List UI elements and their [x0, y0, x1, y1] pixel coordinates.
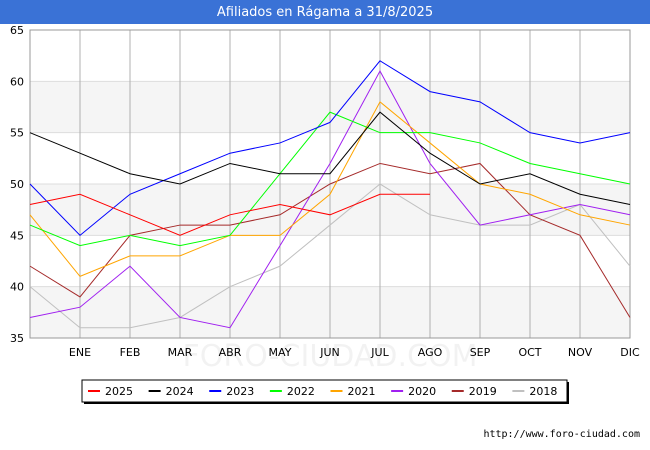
watermark: FORO-CIUDAD.COM: [183, 339, 478, 374]
legend-label-2019: 2019: [469, 385, 497, 398]
x-tick-label: ENE: [69, 346, 91, 359]
legend-label-2018: 2018: [529, 385, 557, 398]
y-tick-label: 40: [10, 281, 24, 294]
x-axis-ticks: ENE FEB MAR ABR MAY JUN JUL AGO SEP OCT NOV DIC: [69, 346, 640, 359]
series-line-2022: [29, 111, 631, 247]
legend-label-2025: 2025: [105, 385, 133, 398]
y-tick-label: 65: [10, 24, 24, 37]
series-line-2020: [29, 70, 631, 329]
y-tick-label: 55: [10, 127, 24, 140]
y-axis-ticks: 35 40 45 50 55 60 65: [10, 24, 24, 345]
legend-label-2024: 2024: [166, 385, 194, 398]
x-tick-label: NOV: [568, 346, 593, 359]
series-line-2024: [29, 111, 631, 206]
x-tick-label: ABR: [219, 346, 242, 359]
y-tick-label: 45: [10, 229, 24, 242]
chart-title-bar: Afiliados en Rágama a 31/8/2025: [0, 0, 650, 24]
series-line-2021: [29, 101, 631, 278]
series-line-2018: [29, 183, 631, 329]
legend-label-2023: 2023: [226, 385, 254, 398]
series-line-2025: [29, 193, 430, 236]
x-tick-label: MAY: [269, 346, 292, 359]
chart-title: Afiliados en Rágama a 31/8/2025: [216, 4, 434, 20]
x-tick-label: MAR: [168, 346, 193, 359]
x-tick-label: DIC: [620, 346, 640, 359]
y-tick-label: 35: [10, 332, 24, 345]
x-tick-label: AGO: [418, 346, 443, 359]
legend: 2025 2024 2023 2022 2021 2020 2019 2018: [81, 379, 569, 404]
legend-label-2020: 2020: [408, 385, 436, 398]
source-url: http://www.foro-ciudad.com: [483, 429, 640, 440]
x-tick-label: SEP: [470, 346, 491, 359]
series-line-2023: [29, 60, 631, 237]
series-lines: [29, 60, 631, 329]
y-tick-label: 60: [10, 75, 24, 88]
legend-label-2021: 2021: [348, 385, 376, 398]
legend-label-2022: 2022: [287, 385, 315, 398]
legend-box: [81, 379, 568, 403]
x-tick-label: FEB: [120, 346, 141, 359]
y-tick-label: 50: [10, 178, 24, 191]
x-tick-label: JUL: [370, 346, 389, 359]
x-tick-label: JUN: [319, 346, 340, 359]
x-tick-label: OCT: [518, 346, 541, 359]
